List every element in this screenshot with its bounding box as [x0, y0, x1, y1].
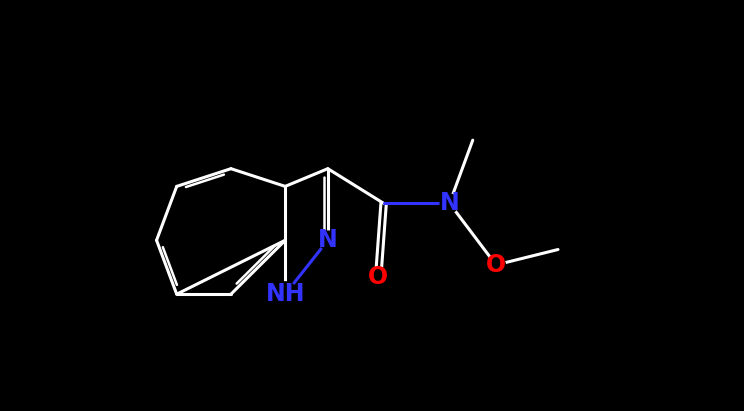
Circle shape — [487, 256, 505, 274]
Text: N: N — [318, 228, 338, 252]
Circle shape — [369, 268, 388, 286]
Circle shape — [273, 282, 298, 307]
Text: N: N — [440, 191, 459, 215]
Text: O: O — [486, 253, 506, 277]
Text: O: O — [368, 265, 388, 289]
Text: NH: NH — [266, 282, 305, 306]
Circle shape — [318, 231, 337, 249]
Circle shape — [440, 194, 459, 212]
